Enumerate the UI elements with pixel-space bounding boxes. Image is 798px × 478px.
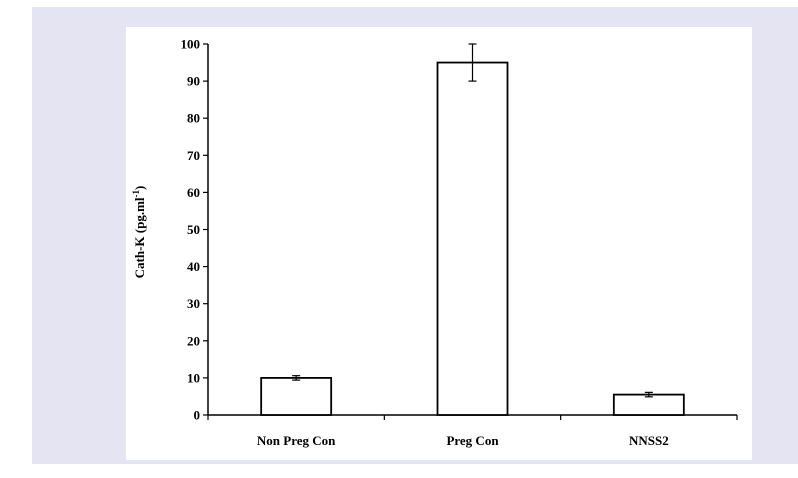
y-tick-label: 20: [187, 333, 200, 348]
x-category-label: Non Preg Con: [257, 433, 336, 448]
y-tick-label: 50: [187, 222, 200, 237]
y-tick-label: 30: [187, 296, 200, 311]
chart-panel: 0 10 20 30 40 50 60 70 80 90 100 Non Preg Con Preg C…: [126, 27, 752, 460]
y-tick-label: 90: [187, 74, 200, 89]
x-category-label: NNSS2: [629, 433, 669, 448]
bar: [260, 376, 333, 416]
y-tick-label: 60: [187, 185, 200, 200]
bar-chart: 0 10 20 30 40 50 60 70 80 90 100 Non Preg Con Preg C…: [131, 37, 738, 448]
y-axis-label-close: ): [132, 186, 147, 190]
bar: [436, 61, 509, 416]
bar: [612, 393, 685, 416]
y-axis-label-main: Cath-K (pg.ml: [132, 197, 147, 278]
y-axis-label-superscript: -1: [131, 189, 141, 197]
y-tick-label: 70: [187, 148, 200, 163]
x-category-label: Preg Con: [446, 433, 499, 448]
y-tick-label: 0: [194, 408, 201, 423]
plot-area: 0 10 20 30 40 50 60 70 80 90 100 Non Preg Con Preg C…: [181, 37, 738, 448]
y-tick-label: 80: [187, 111, 200, 126]
figure-frame: 0 10 20 30 40 50 60 70 80 90 100 Non Preg Con Preg C…: [32, 7, 798, 464]
y-tick-label: 10: [187, 370, 200, 385]
y-axis-label: Cath-K (pg.ml-1): [131, 186, 147, 279]
y-tick-label: 100: [181, 37, 201, 52]
y-tick-label: 40: [187, 259, 200, 274]
